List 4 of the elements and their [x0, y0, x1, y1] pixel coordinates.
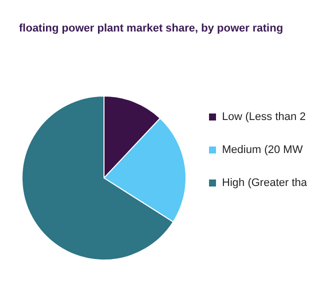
legend-label: Low (Less than 2: [222, 111, 306, 123]
chart-title: floating power plant market share, by power rating: [19, 22, 284, 34]
legend-label: High (Greater tha: [222, 177, 308, 189]
legend-label: Medium (20 MW: [222, 144, 304, 156]
